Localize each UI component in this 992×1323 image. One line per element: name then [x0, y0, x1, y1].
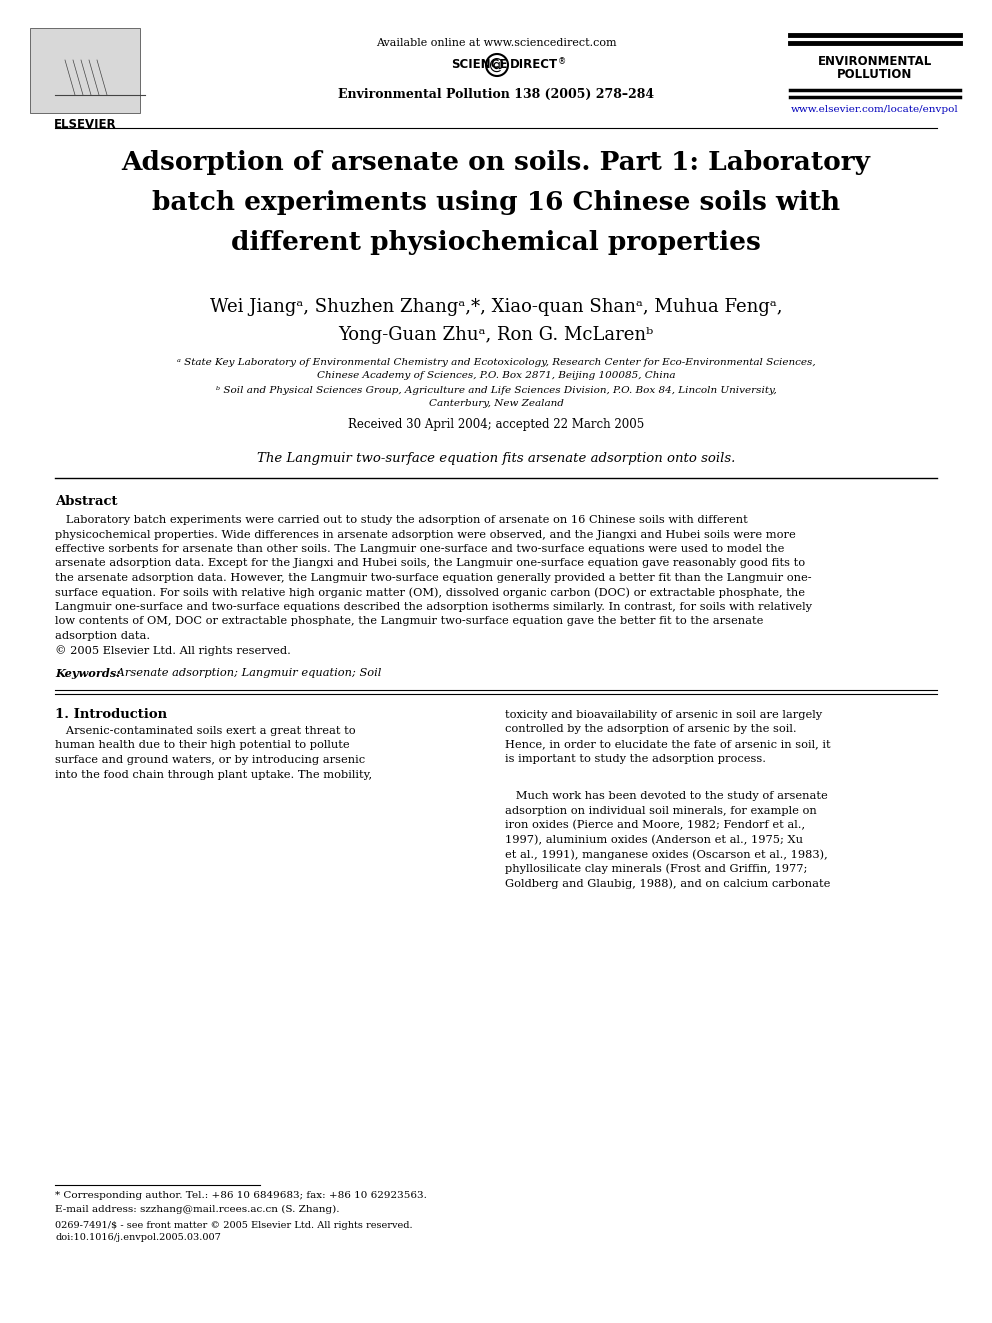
Text: Adsorption of arsenate on soils. Part 1: Laboratory: Adsorption of arsenate on soils. Part 1:… [122, 149, 870, 175]
Text: Chinese Academy of Sciences, P.O. Box 2871, Beijing 100085, China: Chinese Academy of Sciences, P.O. Box 28… [316, 370, 676, 380]
Bar [30, 28, 140, 112]
Text: Wei Jiangᵃ, Shuzhen Zhangᵃ,*, Xiao-quan Shanᵃ, Muhua Fengᵃ,: Wei Jiangᵃ, Shuzhen Zhangᵃ,*, Xiao-quan … [209, 298, 783, 316]
Text: * Corresponding author. Tel.: +86 10 6849683; fax: +86 10 62923563.: * Corresponding author. Tel.: +86 10 684… [55, 1191, 427, 1200]
Text: Environmental Pollution 138 (2005) 278–284: Environmental Pollution 138 (2005) 278–2… [338, 89, 654, 101]
Text: different physiochemical properties: different physiochemical properties [231, 230, 761, 255]
Text: human health due to their high potential to pollute: human health due to their high potential… [55, 741, 349, 750]
Text: toxicity and bioavailability of arsenic in soil are largely: toxicity and bioavailability of arsenic … [505, 710, 822, 720]
Text: is important to study the adsorption process.: is important to study the adsorption pro… [505, 754, 766, 763]
Text: controlled by the adsorption of arsenic by the soil.: controlled by the adsorption of arsenic … [505, 725, 797, 734]
Text: surface and ground waters, or by introducing arsenic: surface and ground waters, or by introdu… [55, 755, 365, 765]
Text: ®: ® [558, 57, 566, 66]
Text: SCIENCE: SCIENCE [451, 58, 507, 71]
Text: Available online at www.sciencedirect.com: Available online at www.sciencedirect.co… [376, 38, 616, 48]
Text: iron oxides (Pierce and Moore, 1982; Fendorf et al.,: iron oxides (Pierce and Moore, 1982; Fen… [505, 820, 806, 831]
Text: Arsenate adsorption; Langmuir equation; Soil: Arsenate adsorption; Langmuir equation; … [113, 668, 381, 677]
Text: www.elsevier.com/locate/envpol: www.elsevier.com/locate/envpol [792, 105, 959, 114]
Text: © 2005 Elsevier Ltd. All rights reserved.: © 2005 Elsevier Ltd. All rights reserved… [55, 646, 291, 656]
Text: Yong-Guan Zhuᵃ, Ron G. McLarenᵇ: Yong-Guan Zhuᵃ, Ron G. McLarenᵇ [338, 325, 654, 344]
Text: 1. Introduction: 1. Introduction [55, 708, 167, 721]
Text: E-mail address: szzhang@mail.rcees.ac.cn (S. Zhang).: E-mail address: szzhang@mail.rcees.ac.cn… [55, 1205, 339, 1215]
Text: ENVIRONMENTAL: ENVIRONMENTAL [817, 56, 932, 67]
Text: Langmuir one-surface and two-surface equations described the adsorption isotherm: Langmuir one-surface and two-surface equ… [55, 602, 812, 613]
Text: phyllosilicate clay minerals (Frost and Griffin, 1977;: phyllosilicate clay minerals (Frost and … [505, 864, 807, 875]
Text: @: @ [489, 57, 505, 73]
Text: Goldberg and Glaubig, 1988), and on calcium carbonate: Goldberg and Glaubig, 1988), and on calc… [505, 878, 830, 889]
Text: doi:10.1016/j.envpol.2005.03.007: doi:10.1016/j.envpol.2005.03.007 [55, 1233, 221, 1242]
Text: Much work has been devoted to the study of arsenate: Much work has been devoted to the study … [505, 791, 827, 802]
Text: low contents of OM, DOC or extractable phosphate, the Langmuir two-surface equat: low contents of OM, DOC or extractable p… [55, 617, 764, 627]
Text: Arsenic-contaminated soils exert a great threat to: Arsenic-contaminated soils exert a great… [55, 726, 355, 736]
Text: Received 30 April 2004; accepted 22 March 2005: Received 30 April 2004; accepted 22 Marc… [348, 418, 644, 431]
Text: 0269-7491/$ - see front matter © 2005 Elsevier Ltd. All rights reserved.: 0269-7491/$ - see front matter © 2005 El… [55, 1221, 413, 1230]
Text: effective sorbents for arsenate than other soils. The Langmuir one-surface and t: effective sorbents for arsenate than oth… [55, 544, 785, 554]
Text: into the food chain through plant uptake. The mobility,: into the food chain through plant uptake… [55, 770, 372, 779]
Text: Hence, in order to elucidate the fate of arsenic in soil, it: Hence, in order to elucidate the fate of… [505, 740, 830, 749]
Text: surface equation. For soils with relative high organic matter (OM), dissolved or: surface equation. For soils with relativ… [55, 587, 805, 598]
Text: Canterbury, New Zealand: Canterbury, New Zealand [429, 400, 563, 407]
Text: Laboratory batch experiments were carried out to study the adsorption of arsenat: Laboratory batch experiments were carrie… [55, 515, 748, 525]
Text: batch experiments using 16 Chinese soils with: batch experiments using 16 Chinese soils… [152, 191, 840, 216]
Text: DIRECT: DIRECT [510, 58, 558, 71]
Text: Abstract: Abstract [55, 495, 117, 508]
Text: et al., 1991), manganese oxides (Oscarson et al., 1983),: et al., 1991), manganese oxides (Oscarso… [505, 849, 827, 860]
Text: physicochemical properties. Wide differences in arsenate adsorption were observe: physicochemical properties. Wide differe… [55, 529, 796, 540]
Text: POLLUTION: POLLUTION [837, 67, 913, 81]
Text: the arsenate adsorption data. However, the Langmuir two-surface equation general: the arsenate adsorption data. However, t… [55, 573, 811, 583]
Text: adsorption data.: adsorption data. [55, 631, 150, 642]
Text: ᵇ Soil and Physical Sciences Group, Agriculture and Life Sciences Division, P.O.: ᵇ Soil and Physical Sciences Group, Agri… [215, 386, 777, 396]
Text: ELSEVIER: ELSEVIER [54, 118, 116, 131]
Text: ᵃ State Key Laboratory of Environmental Chemistry and Ecotoxicology, Research Ce: ᵃ State Key Laboratory of Environmental … [177, 359, 815, 366]
Text: Keywords:: Keywords: [55, 668, 120, 679]
Text: arsenate adsorption data. Except for the Jiangxi and Hubei soils, the Langmuir o: arsenate adsorption data. Except for the… [55, 558, 806, 569]
Text: 1997), aluminium oxides (Anderson et al., 1975; Xu: 1997), aluminium oxides (Anderson et al.… [505, 835, 803, 845]
Text: The Langmuir two-surface equation fits arsenate adsorption onto soils.: The Langmuir two-surface equation fits a… [257, 452, 735, 464]
Text: adsorption on individual soil minerals, for example on: adsorption on individual soil minerals, … [505, 806, 816, 816]
